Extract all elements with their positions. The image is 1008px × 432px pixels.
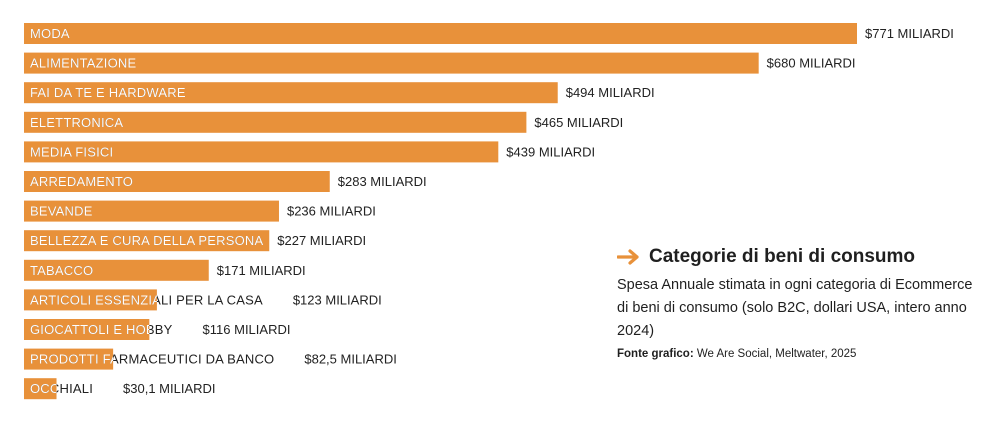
arrow-right-icon: [616, 249, 641, 265]
value-label: $680 MILIARDI: [767, 56, 856, 71]
value-label: $439 MILIARDI: [506, 144, 595, 159]
category-label: MODA: [30, 26, 70, 41]
bar: [24, 23, 857, 44]
category-label: ARREDAMENTO: [30, 174, 133, 189]
chart-title: Categorie di beni di consumo: [649, 246, 916, 267]
category-label: ELETTRONICA: [30, 115, 123, 130]
category-label: ARTICOLI ESSENZIALI PER LA CASA: [30, 292, 263, 307]
bar: [24, 289, 157, 311]
value-label: $123 MILIARDI: [293, 292, 382, 307]
category-label: GIOCATTOLI E HOBBY: [30, 322, 173, 337]
value-label: $227 MILIARDI: [277, 233, 366, 248]
value-label: $236 MILIARDI: [287, 204, 376, 219]
bar: [24, 141, 499, 163]
category-label-inside: PRODOTTI FARMACEUTICI DA BANCO: [30, 352, 274, 367]
bar: [24, 200, 279, 222]
source-text: We Are Social, Meltwater, 2025: [693, 348, 857, 360]
category-label: BELLEZZA E CURA DELLA PERSONA: [30, 233, 264, 248]
category-label-inside: BEVANDE: [30, 204, 93, 219]
value-label: $30,1 MILIARDI: [123, 381, 216, 396]
chart-source: Fonte grafico: We Are Social, Meltwater,…: [617, 348, 982, 360]
category-label-inside: ELETTRONICA: [30, 115, 123, 130]
bar: [24, 378, 57, 400]
bar: [24, 259, 209, 281]
value-label: $116 MILIARDI: [203, 322, 291, 337]
category-label-inside: ARTICOLI ESSENZIALI PER LA CASA: [30, 292, 263, 307]
chart-subtitle: Spesa Annuale stimata in ogni categoria …: [617, 277, 973, 339]
bar: [24, 171, 330, 192]
category-label-inside: TABACCO: [30, 263, 93, 278]
chart-title-row: Categorie di beni di consumo: [616, 246, 982, 268]
category-label: ALIMENTAZIONE: [30, 56, 137, 71]
bar: [24, 82, 558, 104]
value-label: $283 MILIARDI: [338, 174, 427, 189]
category-label: PRODOTTI FARMACEUTICI DA BANCO: [30, 352, 274, 367]
value-label: $494 MILIARDI: [566, 85, 655, 100]
category-label-inside: FAI DA TE E HARDWARE: [30, 85, 186, 100]
bar: [24, 348, 114, 370]
category-label-inside: ARREDAMENTO: [30, 174, 133, 189]
value-label: $82,5 MILIARDI: [304, 352, 397, 367]
source-label: Fonte grafico:: [617, 348, 694, 360]
category-label: FAI DA TE E HARDWARE: [30, 85, 186, 100]
bar: [24, 52, 759, 74]
category-label-inside: ALIMENTAZIONE: [30, 56, 137, 71]
value-label: $171 MILIARDI: [217, 263, 306, 278]
category-label: MEDIA FISICI: [30, 144, 113, 159]
category-label-inside: BELLEZZA E CURA DELLA PERSONA: [30, 233, 264, 248]
bar: [24, 319, 150, 340]
category-label-inside: OCCHIALI: [30, 381, 93, 396]
category-label: TABACCO: [30, 263, 93, 278]
bar: [24, 111, 527, 133]
category-label-inside: MEDIA FISICI: [30, 144, 113, 159]
chart-info-panel: Categorie di beni di consumo Spesa Annua…: [616, 246, 982, 360]
bar: [24, 230, 270, 252]
category-label-inside: GIOCATTOLI E HOBBY: [30, 322, 173, 337]
value-label: $465 MILIARDI: [534, 115, 623, 130]
category-label: BEVANDE: [30, 204, 93, 219]
category-label: OCCHIALI: [30, 381, 93, 396]
category-label-inside: MODA: [30, 26, 70, 41]
value-label: $771 MILIARDI: [865, 26, 954, 41]
